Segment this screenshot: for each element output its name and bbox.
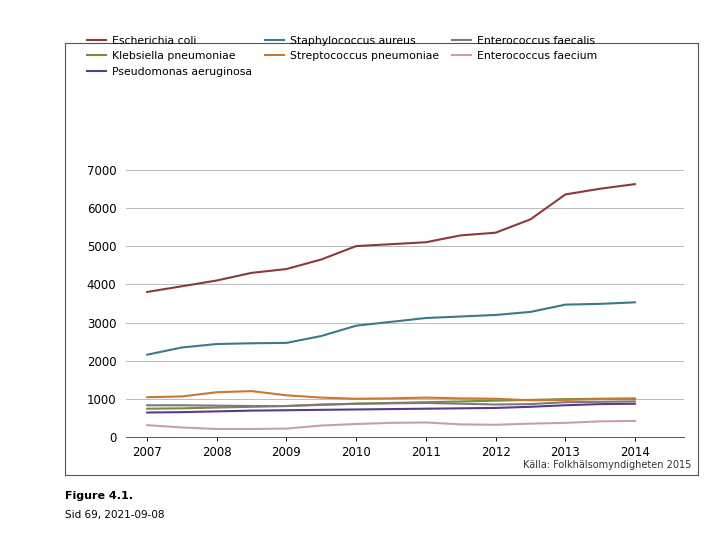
Legend: Escherichia coli, Klebsiella pneumoniae, Pseudomonas aeruginosa, Staphylococcus : Escherichia coli, Klebsiella pneumoniae,… bbox=[87, 36, 597, 77]
Text: Sid 69, 2021-09-08: Sid 69, 2021-09-08 bbox=[65, 510, 164, 521]
Text: Källa: Folkhälsomyndigheten 2015: Källa: Folkhälsomyndigheten 2015 bbox=[523, 460, 691, 470]
Text: Figure 4.1.: Figure 4.1. bbox=[65, 491, 132, 502]
